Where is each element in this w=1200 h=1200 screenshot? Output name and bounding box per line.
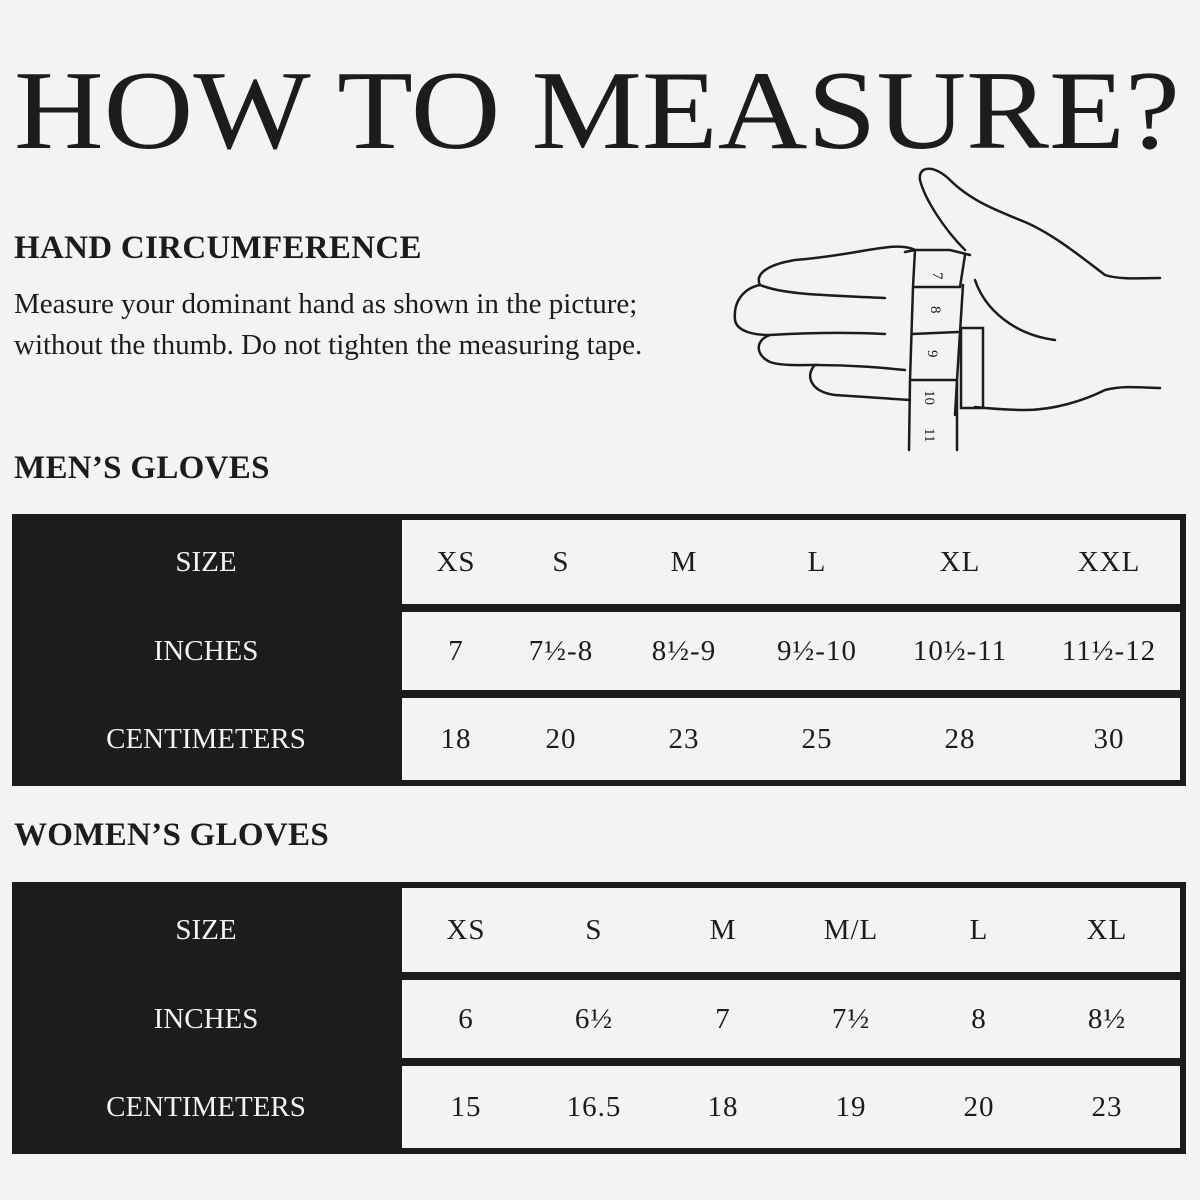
- table-cell: XS: [436, 545, 476, 578]
- table-row: CENTIMETERS 18 20 23 25 28 30: [12, 698, 1186, 780]
- table-cell: 19: [835, 1090, 867, 1123]
- table-cell: 23: [1091, 1090, 1123, 1123]
- table-row: SIZE XS S M L XL XXL: [12, 520, 1186, 604]
- row-values: XS S M M/L L XL: [402, 888, 1180, 972]
- table-cell: 10½-11: [912, 634, 1008, 667]
- table-cell: 6½: [574, 1002, 614, 1035]
- table-cell: 20: [963, 1090, 995, 1123]
- row-label: SIZE: [175, 913, 237, 946]
- table-row: SIZE XS S M M/L L XL: [12, 888, 1186, 972]
- table-cell: 7: [448, 634, 464, 667]
- table-cell: S: [585, 913, 603, 946]
- table-cell: XS: [446, 913, 486, 946]
- page-title: HOW TO MEASURE?: [14, 49, 1180, 170]
- table-cell: 7½: [831, 1002, 871, 1035]
- row-values: XS S M L XL XXL: [402, 520, 1180, 604]
- table-cell: 15: [450, 1090, 482, 1123]
- table-cell: S: [552, 545, 570, 578]
- tape-label-9: 9: [924, 350, 940, 358]
- table-cell: XL: [1086, 913, 1128, 946]
- table-cell: 8: [971, 1002, 987, 1035]
- table-cell: 11½-12: [1061, 634, 1157, 667]
- row-label: CENTIMETERS: [106, 1090, 306, 1123]
- hand-circumference-heading: HAND CIRCUMFERENCE: [14, 230, 422, 266]
- table-cell: 8½: [1087, 1002, 1127, 1035]
- tape-label-8: 8: [927, 306, 943, 314]
- table-cell: 7½-8: [528, 634, 594, 667]
- table-cell: M: [670, 545, 698, 578]
- row-label: SIZE: [175, 545, 237, 578]
- table-cell: 25: [801, 722, 833, 755]
- measure-instructions: Measure your dominant hand as shown in t…: [14, 288, 643, 361]
- table-row: INCHES 6 6½ 7 7½ 8 8½: [12, 980, 1186, 1058]
- mens-gloves-heading: MEN’S GLOVES: [14, 450, 270, 486]
- hand-measuring-illustration-icon: 7 8 9 10 11: [733, 167, 1162, 452]
- tape-label-10: 10: [921, 390, 937, 405]
- table-cell: 7: [715, 1002, 731, 1035]
- table-cell: L: [969, 913, 989, 946]
- row-values: 6 6½ 7 7½ 8 8½: [402, 980, 1180, 1058]
- table-cell: 18: [440, 722, 472, 755]
- table-cell: 9½-10: [777, 634, 857, 667]
- table-cell: M: [709, 913, 737, 946]
- table-cell: 20: [545, 722, 577, 755]
- page-title-text: HOW TO MEASURE?: [14, 49, 1180, 170]
- womens-gloves-heading: WOMEN’S GLOVES: [14, 817, 329, 853]
- table-cell: M/L: [823, 913, 879, 946]
- row-values: 15 16.5 18 19 20 23: [402, 1066, 1180, 1148]
- table-cell: XXL: [1077, 545, 1141, 578]
- mens-size-table: SIZE XS S M L XL XXL INCHES 7 7½-8 8½-9 9½-10 10½-11…: [12, 514, 1186, 786]
- table-cell: 16.5: [566, 1090, 622, 1123]
- womens-size-table: SIZE XS S M M/L L XL INCHES 6 6½ 7 7½ 8 8½ CENTIMETERS…: [12, 882, 1186, 1154]
- row-label: INCHES: [153, 1002, 259, 1035]
- tape-label-7: 7: [929, 272, 945, 280]
- tape-label-11: 11: [921, 428, 937, 442]
- table-cell: 30: [1093, 722, 1125, 755]
- row-label: CENTIMETERS: [106, 722, 306, 755]
- table-cell: L: [807, 545, 827, 578]
- row-label: INCHES: [153, 634, 259, 667]
- table-cell: 6: [458, 1002, 474, 1035]
- table-cell: 18: [707, 1090, 739, 1123]
- table-cell: 8½-9: [651, 634, 717, 667]
- row-values: 18 20 23 25 28 30: [402, 698, 1180, 780]
- table-cell: 23: [668, 722, 700, 755]
- table-cell: 28: [944, 722, 976, 755]
- row-values: 7 7½-8 8½-9 9½-10 10½-11 11½-12: [402, 612, 1180, 690]
- table-row: CENTIMETERS 15 16.5 18 19 20 23: [12, 1066, 1186, 1148]
- table-cell: XL: [939, 545, 981, 578]
- table-row: INCHES 7 7½-8 8½-9 9½-10 10½-11 11½-12: [12, 612, 1186, 690]
